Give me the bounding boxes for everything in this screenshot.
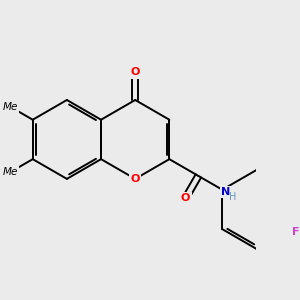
- Text: O: O: [130, 174, 140, 184]
- Text: Me: Me: [3, 102, 18, 112]
- Text: H: H: [229, 192, 236, 202]
- Text: O: O: [130, 68, 140, 77]
- Text: Me: Me: [3, 167, 18, 177]
- Text: N: N: [221, 187, 230, 197]
- Text: O: O: [181, 193, 190, 203]
- Text: F: F: [292, 227, 299, 237]
